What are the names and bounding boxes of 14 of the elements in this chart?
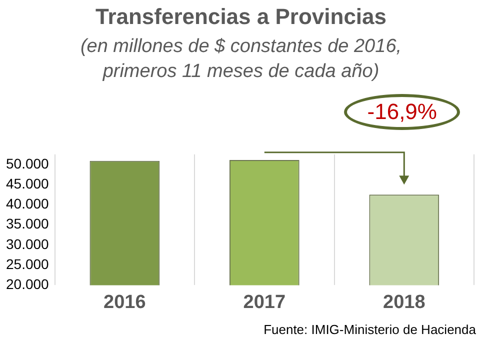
y-tick-label: 50.000 [6,155,50,172]
y-tick-label: 45.000 [6,175,50,192]
x-tick-label: 2016 [104,292,146,313]
y-tick-label: 25.000 [6,256,50,272]
source-note: Fuente: IMIG-Ministerio de Hacienda [264,322,476,337]
y-tick-label: 30.000 [6,236,50,252]
x-tick-label: 2017 [243,292,286,313]
ellipse-outline: -16,9% [344,94,460,130]
y-tick-label: 20.000 [6,276,50,292]
y-tick-label: 40.000 [6,196,50,212]
chart-title: Transferencias a Provincias [94,4,388,30]
chart-subtitle: (en millones de $ constantes de 2016, primeros 11 meses de cada año) [79,35,403,84]
x-tick-label: 2018 [382,292,426,313]
y-tick-label: 35.000 [6,216,50,232]
